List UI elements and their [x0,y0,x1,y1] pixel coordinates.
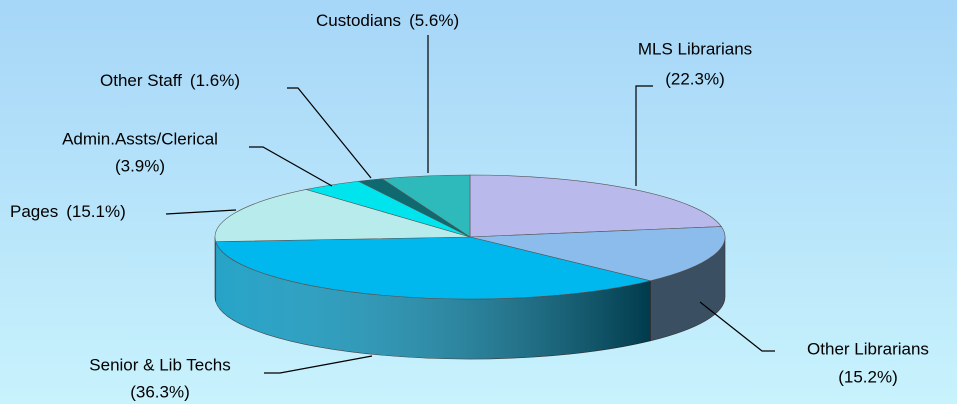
slice [469,174,722,238]
slice-label: Other Staff [100,71,182,90]
slice-label: MLS Librarians [638,39,752,58]
slice-label: Admin.Assts/Clerical [62,129,218,148]
leader-line [165,209,237,215]
labels: MLS Librarians (22.3%) Other Librarians (15… [10,11,929,401]
leader-line [287,87,372,179]
slice-label-group: Pages (15.1%) [10,202,126,221]
slice-label: Pages [10,202,58,221]
slice-value-label: (15.2%) [838,367,898,386]
slice-wall [214,236,217,302]
leader-line [264,355,373,374]
slice [381,174,471,238]
pie-tops [214,174,726,300]
slice [469,226,726,282]
slice-label: Other Librarians [807,339,929,358]
slice-value-label: (1.6%) [190,71,240,90]
slice-value-label: (15.1%) [66,202,126,221]
slice-label-group: Custodians (5.6%) [316,11,459,30]
leader-line [249,146,333,187]
slice-value-label: (3.9%) [115,156,165,175]
slice [214,189,471,242]
slice-value-label: (36.3%) [130,382,190,401]
leader-line [635,85,653,186]
slice-value-label: (5.6%) [409,11,459,30]
slice-value-label: (22.3%) [665,69,725,88]
slice-label-group: Other Staff (1.6%) [100,71,240,90]
slice-label: Senior & Lib Techs [89,355,230,374]
slice [215,236,651,300]
slice-label: Custodians [316,11,401,30]
leader-line [699,301,775,352]
